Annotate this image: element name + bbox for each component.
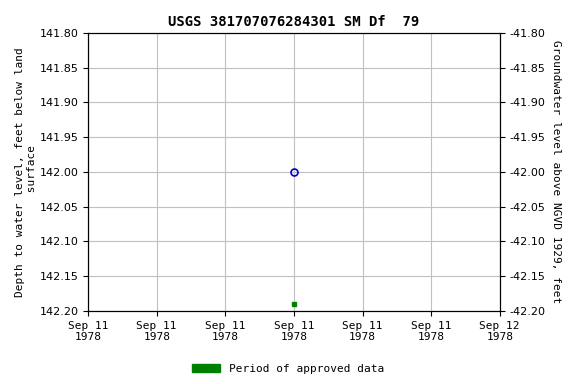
Y-axis label: Depth to water level, feet below land
 surface: Depth to water level, feet below land su… [15,47,37,297]
Y-axis label: Groundwater level above NGVD 1929, feet: Groundwater level above NGVD 1929, feet [551,40,561,303]
Title: USGS 381707076284301 SM Df  79: USGS 381707076284301 SM Df 79 [168,15,419,29]
Legend: Period of approved data: Period of approved data [188,359,388,379]
